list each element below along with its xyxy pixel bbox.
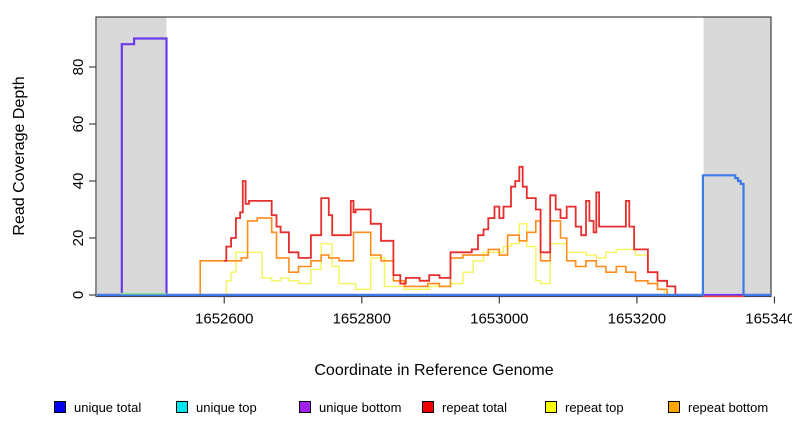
legend-swatch-repeat-bottom [668, 401, 680, 413]
legend-swatch-repeat-total [422, 401, 434, 413]
series-unique-bottom [97, 37, 771, 297]
plot-border [95, 16, 772, 298]
legend-item-repeat-top: repeat top [545, 398, 624, 416]
legend-swatch-unique-top [176, 401, 188, 413]
legend-item-repeat-bottom: repeat bottom [668, 398, 768, 416]
y-tick-label: 60 [70, 116, 87, 133]
series-repeat-total [224, 165, 677, 295]
series-unique-total [97, 174, 771, 297]
shaded-regions [97, 17, 771, 297]
legend-label: unique top [196, 399, 257, 415]
legend-label: unique bottom [319, 399, 402, 415]
series-repeat-bottom [199, 217, 668, 295]
data-series [97, 37, 771, 298]
x-tick-label: 1652600 [195, 311, 253, 328]
x-tick-label: 1653200 [608, 311, 666, 328]
legend-label: repeat bottom [688, 399, 769, 415]
legend-swatch-repeat-top [545, 401, 557, 413]
y-tick-label: 40 [70, 173, 87, 190]
x-tick-label: 1652800 [333, 311, 391, 328]
x-axis-title: Coordinate in Reference Genome [314, 362, 553, 379]
series-repeat-top [225, 223, 666, 295]
x-tick-label: 1653000 [470, 311, 528, 328]
y-tick-label: 80 [70, 59, 87, 76]
legend-item-unique-bottom: unique bottom [299, 398, 401, 416]
legend-label: unique total [74, 399, 142, 415]
legend-label: repeat total [442, 399, 508, 415]
y-axis-title: Read Coverage Depth [11, 76, 28, 235]
legend: unique total unique top unique bottom repea… [0, 398, 792, 420]
legend-label: repeat top [565, 399, 624, 415]
left-gray-region [97, 17, 167, 297]
legend-swatch-unique-total [54, 401, 66, 413]
legend-item-unique-total: unique total [54, 398, 141, 416]
y-tick-label: 20 [70, 230, 87, 247]
legend-swatch-unique-bottom [299, 401, 311, 413]
legend-item-unique-top: unique top [176, 398, 257, 416]
y-tick-label: 0 [70, 291, 87, 299]
right-gray-region [703, 17, 771, 297]
legend-item-repeat-total: repeat total [422, 398, 507, 416]
